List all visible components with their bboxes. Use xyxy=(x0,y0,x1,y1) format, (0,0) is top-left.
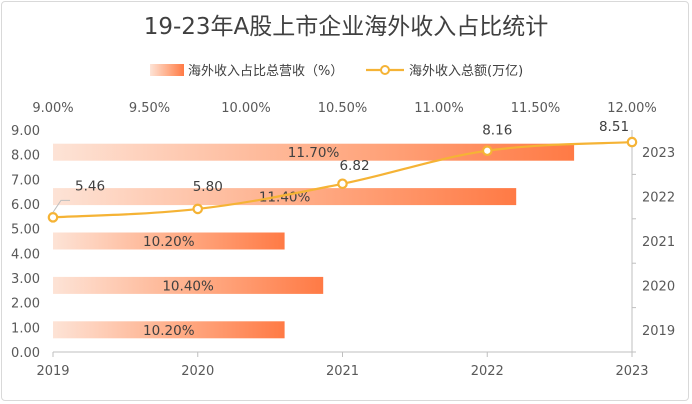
x-tick-label: 2020 xyxy=(181,364,214,379)
right-tick-label: 2021 xyxy=(642,235,675,250)
legend-line-label: 海外收入总额(万亿) xyxy=(409,64,523,79)
line-point-label: 8.16 xyxy=(482,123,512,139)
right-tick-label: 2020 xyxy=(642,279,675,294)
top-tick-label: 11.00% xyxy=(414,101,464,116)
legend-bar-swatch xyxy=(150,64,184,76)
line-point-label: 8.51 xyxy=(599,119,629,135)
line-label-leader xyxy=(52,199,70,213)
top-tick-label: 10.50% xyxy=(318,101,368,116)
x-tick-label: 2019 xyxy=(36,364,69,379)
x-tick-label: 2021 xyxy=(326,364,359,379)
top-tick-label: 12.00% xyxy=(607,101,657,116)
line-point xyxy=(47,212,59,223)
chart-title: 19-23年A股上市企业海外收入占比统计 xyxy=(144,14,549,40)
line-point xyxy=(337,178,348,190)
top-tick-label: 10.00% xyxy=(221,101,271,116)
line-point-label: 6.82 xyxy=(339,158,369,174)
bar-label: 10.20% xyxy=(143,234,195,250)
x-tick-label: 2022 xyxy=(471,364,504,379)
line-point-label: 5.80 xyxy=(193,179,223,195)
legend: 海外收入占比总营收（%） 海外收入总额(万亿) xyxy=(150,64,523,79)
y-tick-label: 2.00 xyxy=(11,297,40,312)
y-tick-label: 1.00 xyxy=(11,321,40,336)
y-tick-label: 9.00 xyxy=(11,124,40,139)
line-point xyxy=(192,203,204,215)
legend-bar-label: 海外收入占比总营收（%） xyxy=(188,64,343,79)
y-tick-label: 5.00 xyxy=(11,223,40,238)
right-tick-label: 2019 xyxy=(642,324,675,339)
top-tick-label: 9.00% xyxy=(32,101,73,116)
line-point xyxy=(626,136,638,148)
bar xyxy=(53,143,575,161)
y-tick-label: 0.00 xyxy=(11,346,40,361)
bar xyxy=(53,188,517,206)
bar xyxy=(53,276,324,294)
line-point xyxy=(481,145,493,157)
bar xyxy=(53,232,285,250)
top-tick-label: 11.50% xyxy=(511,101,561,116)
y-tick-label: 7.00 xyxy=(11,173,40,188)
y-tick-label: 8.00 xyxy=(11,149,40,164)
right-tick-label: 2022 xyxy=(642,191,675,206)
y-tick-label: 4.00 xyxy=(11,247,40,262)
y-tick-label: 3.00 xyxy=(11,272,40,287)
bar xyxy=(53,321,285,339)
x-tick-label: 2023 xyxy=(615,364,648,379)
top-tick-label: 9.50% xyxy=(129,101,170,116)
y-tick-label: 6.00 xyxy=(11,198,40,213)
legend-line-marker xyxy=(380,65,390,75)
bar-label: 10.40% xyxy=(162,278,214,294)
right-tick-label: 2023 xyxy=(642,146,675,161)
bar-label: 11.70% xyxy=(288,145,340,161)
line-point-label: 5.46 xyxy=(75,178,105,194)
bar-label: 10.20% xyxy=(143,323,195,339)
